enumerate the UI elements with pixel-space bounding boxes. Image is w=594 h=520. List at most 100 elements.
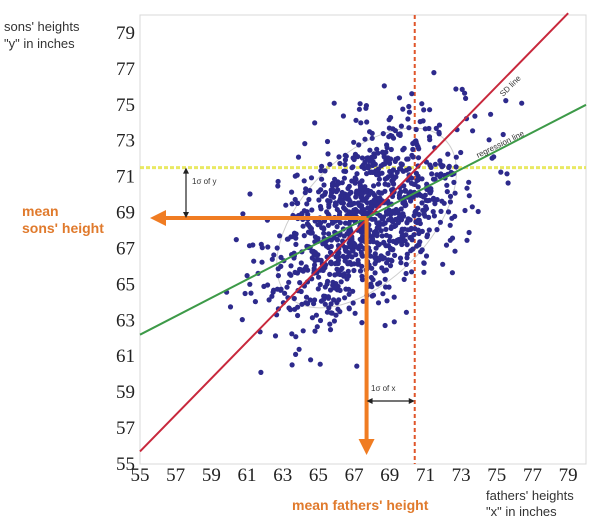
data-point — [346, 202, 352, 208]
data-point — [352, 180, 358, 186]
data-point — [351, 267, 357, 274]
data-point — [340, 253, 346, 259]
data-point — [414, 220, 420, 226]
data-point — [278, 263, 284, 269]
data-point — [403, 232, 409, 238]
data-point — [332, 272, 338, 278]
data-point — [500, 131, 506, 138]
data-point — [409, 269, 415, 275]
data-point — [316, 274, 322, 280]
data-point — [392, 128, 398, 134]
y-tick-label: 77 — [116, 59, 135, 80]
y-tick-label: 65 — [116, 274, 135, 295]
data-point — [373, 245, 379, 251]
data-point — [369, 169, 375, 175]
data-point — [449, 270, 455, 276]
data-point — [391, 319, 397, 325]
data-point — [321, 182, 327, 188]
data-point — [347, 244, 353, 250]
data-point — [375, 300, 382, 306]
data-point — [415, 205, 421, 211]
data-point — [353, 252, 359, 258]
data-point — [386, 134, 392, 140]
data-point — [289, 201, 295, 207]
data-point — [345, 185, 351, 191]
data-point — [250, 242, 256, 248]
data-point — [348, 261, 354, 267]
data-point — [427, 107, 433, 113]
data-point — [342, 161, 348, 168]
data-point — [399, 241, 405, 248]
data-point — [360, 162, 366, 168]
data-point — [309, 207, 315, 213]
x-tick-label: 79 — [559, 465, 578, 486]
data-point — [374, 146, 380, 152]
data-point — [346, 228, 352, 234]
data-point — [350, 300, 356, 306]
data-point — [396, 195, 403, 201]
data-point — [433, 125, 439, 131]
data-point — [363, 210, 369, 217]
x-tick-label: 63 — [273, 465, 292, 486]
data-point — [304, 221, 310, 227]
data-point — [326, 231, 332, 237]
data-point — [406, 166, 412, 172]
data-point — [390, 180, 396, 186]
data-point — [327, 287, 334, 293]
data-point — [475, 208, 481, 215]
data-point — [277, 233, 283, 239]
data-point — [346, 209, 352, 215]
data-point — [372, 199, 378, 205]
data-point — [350, 248, 356, 254]
data-point — [396, 237, 402, 243]
data-point — [386, 125, 392, 131]
data-point — [372, 192, 378, 199]
data-point — [421, 260, 427, 266]
data-point — [311, 301, 317, 307]
data-point — [271, 252, 277, 258]
data-point — [419, 200, 425, 206]
data-point — [409, 175, 415, 181]
data-point — [466, 229, 472, 236]
data-point — [360, 228, 366, 234]
data-point — [422, 192, 428, 198]
y-tick-label: 55 — [116, 454, 135, 475]
data-point — [488, 111, 494, 117]
data-point — [358, 238, 364, 244]
data-point — [259, 245, 265, 251]
data-point — [343, 153, 349, 159]
data-point — [382, 322, 388, 329]
data-point — [390, 135, 397, 141]
x-tick-label: 73 — [452, 465, 471, 486]
data-point — [362, 136, 368, 142]
data-point — [415, 184, 421, 190]
data-point — [410, 194, 416, 200]
data-point — [375, 281, 381, 287]
data-point — [334, 236, 340, 242]
data-point — [431, 70, 437, 76]
y-tick-label: 73 — [116, 131, 135, 152]
data-point — [437, 219, 443, 225]
data-point — [233, 237, 239, 243]
data-point — [430, 176, 437, 182]
data-points — [224, 70, 525, 375]
data-point — [398, 206, 404, 212]
data-point — [378, 228, 384, 234]
data-point — [368, 253, 374, 259]
data-point — [325, 245, 332, 251]
data-point — [383, 149, 389, 155]
data-point — [372, 270, 378, 276]
data-point — [303, 300, 309, 306]
data-point — [334, 266, 340, 272]
data-point — [302, 190, 308, 196]
x-tick-label: 75 — [487, 465, 506, 486]
data-point — [406, 109, 412, 115]
y-tick-label: 67 — [116, 238, 135, 259]
data-point — [303, 294, 310, 300]
data-point — [365, 156, 371, 162]
data-point — [423, 253, 430, 259]
sd-line-label: SD line — [498, 73, 523, 98]
data-point — [275, 178, 281, 185]
data-point — [372, 261, 378, 267]
